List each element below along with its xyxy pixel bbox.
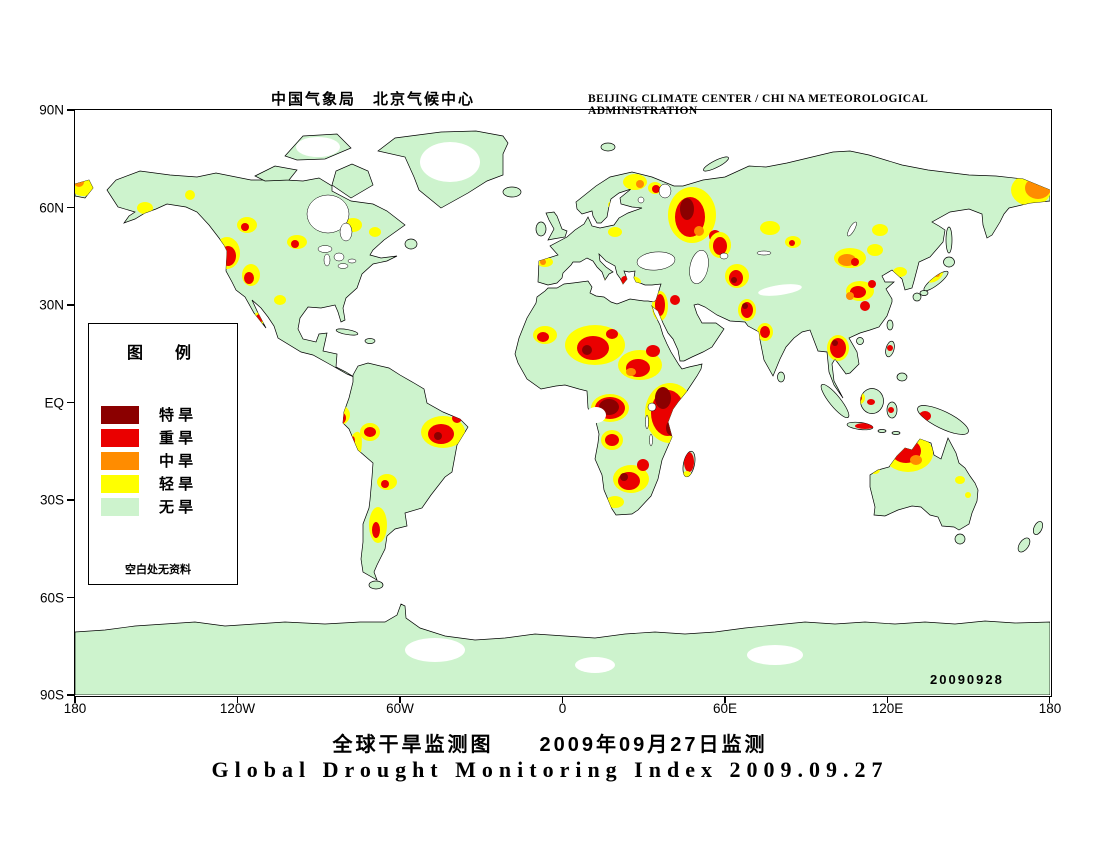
world-map xyxy=(75,130,1050,695)
legend-swatch-light-drought xyxy=(101,474,139,493)
tick xyxy=(67,109,74,111)
lon-axis-label: 180 xyxy=(63,701,87,716)
lon-axis-label: 120W xyxy=(219,701,256,716)
lat-axis-label: 30S xyxy=(39,492,64,508)
tick xyxy=(561,696,564,703)
legend-label: 无 旱 xyxy=(159,499,194,516)
tick xyxy=(67,694,74,696)
legend-row: 轻 旱 xyxy=(101,472,237,495)
legend-row: 特 旱 xyxy=(101,403,237,426)
tick xyxy=(399,696,401,703)
legend-row: 中 旱 xyxy=(101,449,237,472)
legend-rows: 特 旱 重 旱 中 旱 轻 旱 无 旱 xyxy=(101,403,237,518)
tick xyxy=(236,696,239,703)
footer-title-chinese: 全球干旱监测图 2009年09月27日监测 xyxy=(332,734,768,756)
lat-axis-label: 60S xyxy=(39,590,64,605)
lat-axis-label: 30N xyxy=(39,297,64,313)
legend-note: 空白处无资料 xyxy=(125,564,191,576)
legend-swatch-extreme-drought xyxy=(101,405,139,424)
lat-axis-label: 90N xyxy=(39,102,64,118)
legend-label: 特 旱 xyxy=(159,407,194,424)
tick xyxy=(886,696,889,703)
legend-label: 重 旱 xyxy=(159,430,194,447)
lon-axis-label: 60W xyxy=(386,701,414,716)
tick xyxy=(67,401,74,404)
lon-axis-label: 120E xyxy=(871,701,904,716)
legend-swatch-no-drought xyxy=(101,497,139,516)
date-stamp: 20090928 xyxy=(930,672,1004,687)
lat-axis-label: EQ xyxy=(44,395,64,410)
lat-axis-label: 90S xyxy=(39,687,64,703)
legend-row: 无 旱 xyxy=(101,495,237,518)
tick xyxy=(67,596,74,599)
tick xyxy=(724,696,726,703)
legend-label: 中 旱 xyxy=(159,453,194,470)
lon-axis-label: 60E xyxy=(712,701,738,716)
legend-swatch-moderate-drought xyxy=(101,451,139,470)
tick xyxy=(67,304,74,306)
tick xyxy=(74,696,76,703)
lon-axis-label: 180 xyxy=(1038,701,1062,716)
header-title-chinese: 中国气象局 北京气候中心 xyxy=(270,91,475,108)
header-title-english: BEIJING CLIMATE CENTER / CHI NA METEOROL… xyxy=(588,93,928,117)
tick xyxy=(1048,696,1050,703)
tick xyxy=(67,206,74,209)
legend-label: 轻 旱 xyxy=(159,476,194,493)
lat-axis-label: 60N xyxy=(39,200,64,215)
legend: 图 例 特 旱 重 旱 中 旱 轻 旱 无 旱 空白处无资料 xyxy=(88,323,238,585)
no-data-patches xyxy=(296,137,803,673)
legend-title: 图 例 xyxy=(126,345,199,362)
legend-swatch-severe-drought xyxy=(101,428,139,447)
lon-axis-label: 0 xyxy=(558,701,567,716)
drought-overlay xyxy=(75,174,1050,543)
footer-title-english: Global Drought Monitoring Index 2009.09.… xyxy=(211,757,889,782)
tick xyxy=(67,499,74,501)
legend-row: 重 旱 xyxy=(101,426,237,449)
seas-and-lakes xyxy=(306,183,857,447)
